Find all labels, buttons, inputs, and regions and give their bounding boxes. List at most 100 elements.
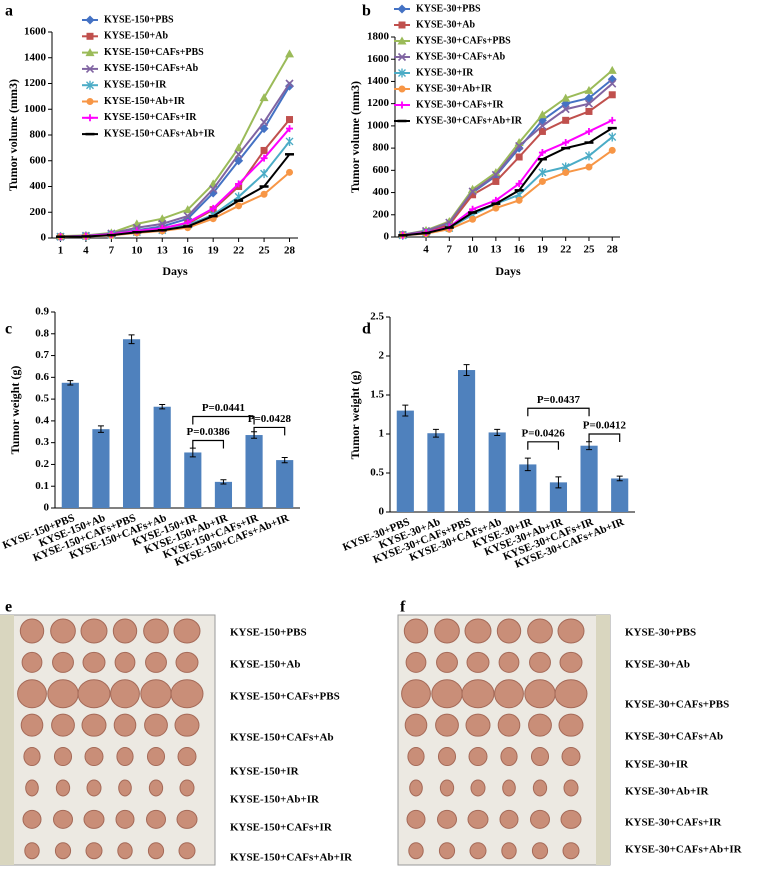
bracket: [192, 415, 255, 425]
tumor: [24, 842, 40, 860]
y-tick-label: 1400: [367, 75, 390, 87]
y-tick-label: 2.5: [370, 311, 384, 323]
data-point: [607, 65, 617, 74]
tumor: [502, 779, 516, 797]
error-bar: [463, 364, 470, 376]
data-point: [184, 219, 192, 227]
photo-label: KYSE-150+CAFs+IR: [230, 822, 333, 834]
legend-marker: [85, 15, 95, 25]
tumor: [405, 651, 427, 673]
tumor: [174, 713, 200, 737]
legend-marker: [85, 48, 95, 57]
panel-label: c: [5, 321, 12, 338]
legend-label: KYSE-150+Ab+IR: [104, 96, 186, 107]
panel-label: f: [400, 599, 406, 616]
y-tick-label: 0.8: [35, 327, 49, 339]
y-tick-label: 0: [379, 506, 385, 518]
tumor: [557, 618, 585, 644]
x-tick-label: 10: [131, 245, 143, 257]
data-point: [285, 136, 294, 146]
y-tick-label: 400: [30, 180, 47, 192]
tumor: [464, 618, 492, 644]
tumor: [498, 651, 520, 673]
tumor: [496, 618, 522, 644]
y-tick-label: 0.7: [35, 349, 49, 361]
legend-marker: [85, 64, 95, 73]
tumor: [559, 651, 583, 673]
data-point: [491, 168, 501, 177]
tumor: [563, 779, 579, 797]
x-tick-label: 16: [514, 244, 526, 256]
data-point: [585, 107, 593, 115]
tumor: [77, 679, 111, 709]
x-tick-label: 13: [157, 245, 169, 257]
tumor: [23, 747, 41, 767]
p-value: P=0.0441: [202, 402, 245, 414]
p-value: P=0.0412: [583, 420, 627, 432]
bar: [457, 370, 476, 512]
photo-label: KYSE-150+PBS: [230, 627, 307, 639]
tumor: [468, 747, 488, 767]
tumor: [404, 713, 428, 737]
tumor: [83, 809, 105, 829]
photo-label: KYSE-30+CAFs+PBS: [625, 699, 729, 711]
ruler: [596, 615, 610, 865]
data-point: [235, 180, 243, 188]
tumor: [175, 651, 199, 673]
photo-label: KYSE-30+CAFs+Ab: [625, 731, 723, 743]
photo-label: KYSE-150+CAFs+Ab+IR: [230, 852, 353, 864]
tumor: [19, 618, 45, 644]
data-point: [538, 149, 546, 157]
data-point: [515, 141, 524, 150]
data-point: [492, 177, 500, 185]
tumor: [114, 651, 136, 673]
x-tick-label: 19: [208, 245, 220, 257]
bar: [276, 460, 294, 508]
legend-marker: [397, 4, 407, 14]
tumor: [531, 842, 549, 860]
legend-label: KYSE-150+Ab: [104, 31, 168, 42]
legend-label: KYSE-150+CAFs+Ab: [104, 63, 199, 74]
tumor: [434, 618, 460, 644]
data-point: [209, 185, 218, 194]
tumor: [529, 651, 551, 673]
bar: [214, 481, 233, 508]
data-point: [183, 212, 192, 221]
panel-label: a: [5, 3, 13, 20]
x-tick-label: 28: [284, 245, 296, 257]
bar: [427, 433, 445, 512]
legend-label: KYSE-30+CAFs+Ab+IR: [416, 115, 523, 126]
legend-label: KYSE-150+PBS: [104, 14, 174, 25]
y-axis-title: Tumor volume (mm3): [6, 79, 20, 191]
tumor: [170, 679, 204, 709]
tumor: [115, 809, 135, 829]
tumor: [118, 779, 132, 797]
tumor: [494, 679, 524, 709]
tumor: [403, 618, 429, 644]
photo-label: KYSE-30+Ab: [625, 659, 690, 671]
tumor: [145, 651, 167, 673]
legend-label: KYSE-30+PBS: [416, 3, 481, 14]
y-tick-label: 0.6: [35, 371, 49, 383]
error-bar: [159, 404, 166, 410]
legend-label: KYSE-30+CAFs+PBS: [416, 35, 511, 46]
bar: [122, 339, 141, 508]
tumor: [176, 809, 198, 829]
y-tick-label: 1000: [367, 119, 390, 131]
x-axis-title: Days: [495, 264, 521, 278]
bar: [92, 429, 110, 508]
tumor: [179, 779, 195, 797]
y-tick-label: 800: [373, 142, 390, 154]
x-tick-label: 4: [83, 245, 89, 257]
y-tick-label: 600: [30, 154, 47, 166]
legend-label: KYSE-30+CAFs+Ab: [416, 51, 506, 62]
y-axis-title: Tumor weight (g): [8, 366, 22, 455]
error-bar: [402, 404, 409, 417]
x-axis-title: Days: [162, 264, 188, 278]
data-point: [538, 121, 547, 130]
tumor: [177, 747, 197, 767]
error-bar: [128, 334, 135, 345]
bar: [245, 435, 263, 508]
error-bar: [97, 425, 104, 433]
